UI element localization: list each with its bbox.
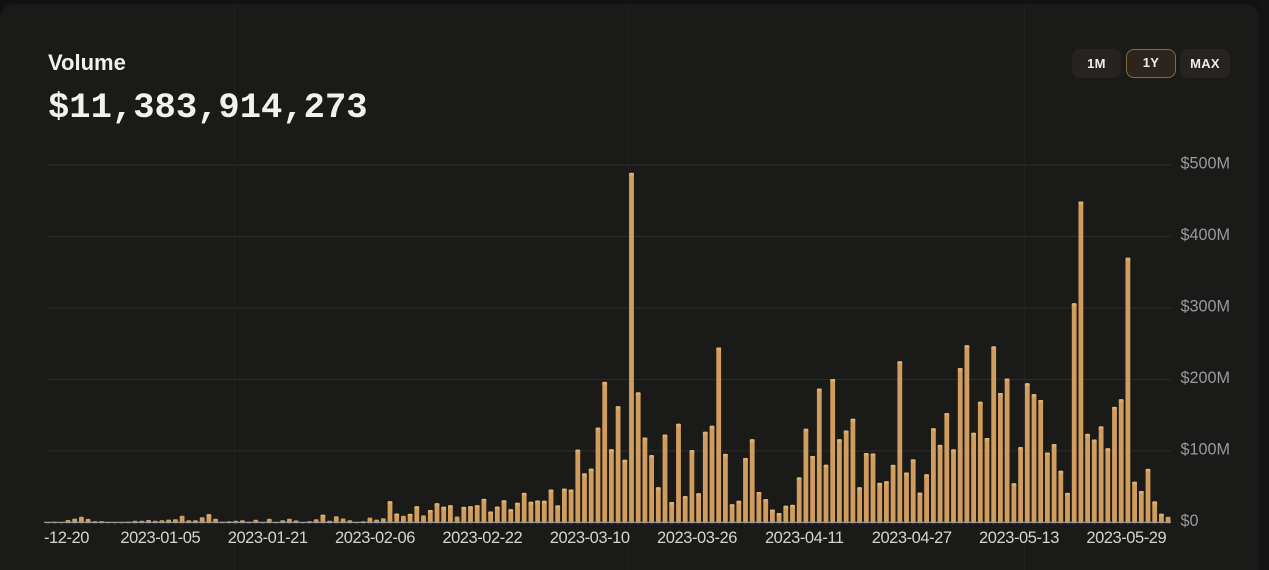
svg-text:2023-03-26: 2023-03-26 xyxy=(657,529,737,547)
svg-text:2023-04-11: 2023-04-11 xyxy=(765,529,844,547)
svg-text:2023-03-10: 2023-03-10 xyxy=(550,529,630,547)
svg-text:$0: $0 xyxy=(1181,512,1199,530)
svg-text:$400M: $400M xyxy=(1181,226,1231,244)
svg-text:2023-01-05: 2023-01-05 xyxy=(120,529,200,547)
svg-text:2023-05-29: 2023-05-29 xyxy=(1086,529,1166,547)
svg-text:$500M: $500M xyxy=(1181,155,1231,173)
svg-text:2023-01-21: 2023-01-21 xyxy=(228,529,308,547)
svg-text:$200M: $200M xyxy=(1181,369,1231,387)
svg-text:$300M: $300M xyxy=(1181,298,1231,316)
svg-text:2023-02-22: 2023-02-22 xyxy=(442,529,522,547)
svg-text:2022-12-20: 2022-12-20 xyxy=(9,529,89,547)
svg-text:$100M: $100M xyxy=(1181,440,1231,458)
svg-text:2023-04-27: 2023-04-27 xyxy=(872,529,952,547)
svg-text:2023-02-06: 2023-02-06 xyxy=(335,529,415,547)
svg-text:2023-05-13: 2023-05-13 xyxy=(979,529,1059,547)
